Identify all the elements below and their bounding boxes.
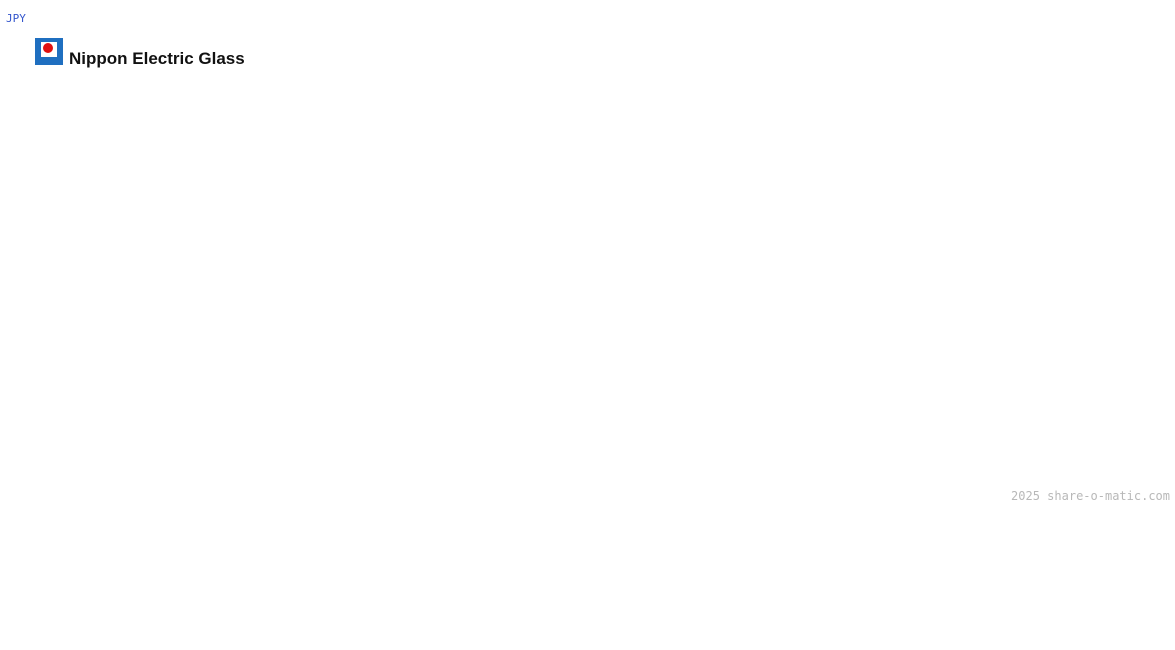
unit-label: JPY	[6, 12, 26, 25]
chart-title: Nippon Electric Glass	[69, 49, 245, 68]
watermark: 2025 share-o-matic.com	[1011, 489, 1170, 503]
logo	[35, 38, 63, 65]
logo-dot	[43, 43, 53, 53]
